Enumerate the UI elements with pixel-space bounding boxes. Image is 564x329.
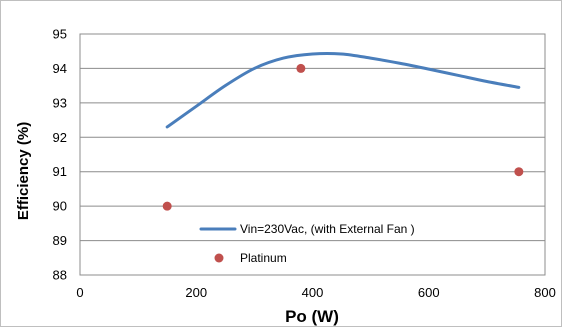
legend: Vin=230Vac, (with External Fan ) Platinu… xyxy=(199,222,415,265)
y-tick-label: 94 xyxy=(53,61,67,76)
data-point-platinum xyxy=(162,201,172,211)
x-tick-label: 800 xyxy=(534,285,556,300)
plot-area xyxy=(79,33,546,276)
x-tick-label: 400 xyxy=(302,285,324,300)
y-tick-label: 91 xyxy=(53,164,67,179)
data-point-platinum xyxy=(296,63,306,73)
legend-label-scatter-series: Platinum xyxy=(240,251,287,265)
y-tick-label: 95 xyxy=(53,27,67,42)
x-tick-labels: 0 200 400 600 800 xyxy=(76,285,555,300)
y-tick-label: 90 xyxy=(53,199,67,214)
legend-label-line-series: Vin=230Vac, (with External Fan ) xyxy=(240,222,415,236)
x-tick-label: 0 xyxy=(76,285,83,300)
y-tick-label: 89 xyxy=(53,233,67,248)
y-tick-label: 88 xyxy=(53,268,67,283)
y-tick-labels: 88 89 90 91 92 93 94 95 xyxy=(53,27,67,283)
legend-dot-swatch xyxy=(214,253,224,263)
data-point-platinum xyxy=(514,167,524,177)
series-layer xyxy=(162,51,524,211)
y-tick-label: 93 xyxy=(53,95,67,110)
y-axis-title: Efficiency (%) xyxy=(15,122,32,220)
y-tick-label: 92 xyxy=(53,130,67,145)
series-line-vin-230vac xyxy=(165,51,521,129)
grid-lines xyxy=(80,33,545,276)
x-tick-label: 600 xyxy=(418,285,440,300)
x-axis-title: Po (W) xyxy=(285,307,339,326)
x-tick-label: 200 xyxy=(185,285,207,300)
